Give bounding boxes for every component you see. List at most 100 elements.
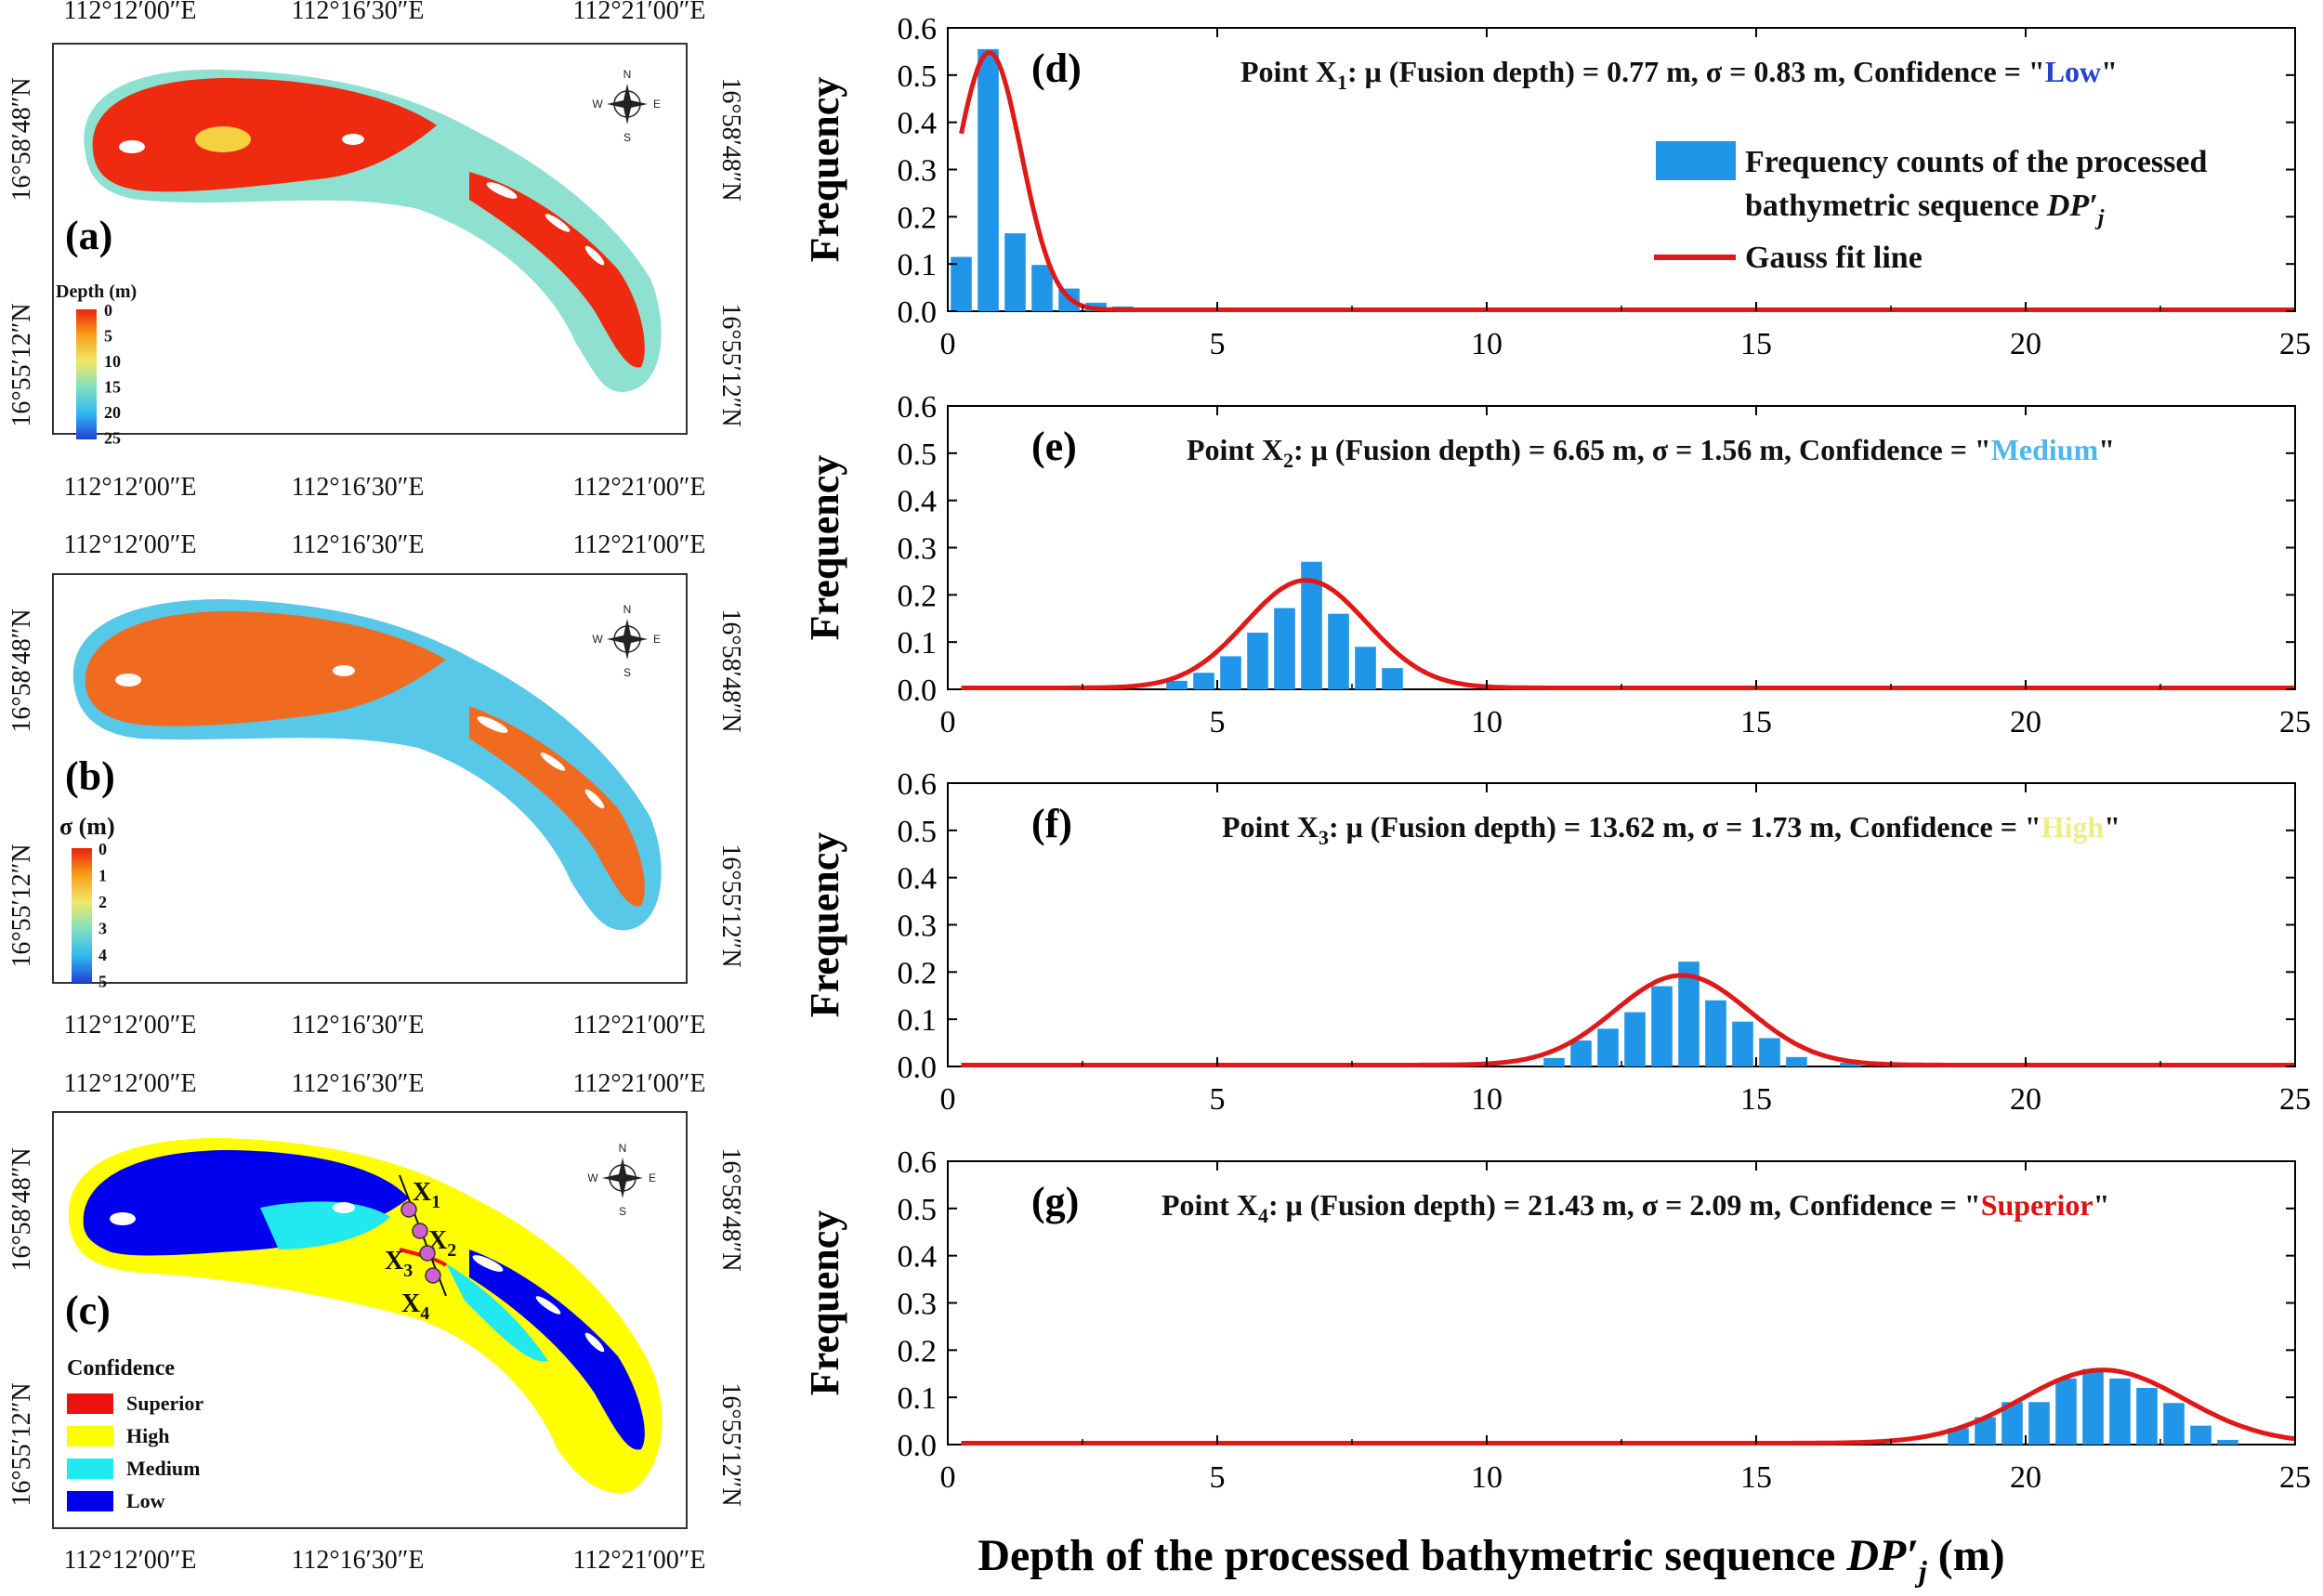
bar-4.75 [1193, 673, 1214, 689]
bar-15.25 [1759, 1038, 1780, 1066]
x-tick-label-10: 10 [1471, 327, 1503, 361]
lagoon-east-a [469, 172, 645, 368]
coord-right-2: 16°55′12″N [716, 303, 745, 426]
histogram-f: 0 5 10 15 20 25 0.0 0.1 0.2 0.3 0.4 0.5 0.6 Frequency… [802, 767, 2311, 1117]
sigma-tick-5: 5 [98, 973, 107, 991]
transect-point-4 [425, 1267, 441, 1284]
bar-1.75 [1031, 265, 1053, 311]
coord-bottom-2b: 112°16′30″E [291, 1011, 424, 1040]
bar-23.25 [2190, 1425, 2211, 1445]
histogram-d: 0 5 10 15 20 25 0.0 0.1 0.2 0.3 0.4 0.5 0.6 Frequency… [802, 12, 2311, 361]
x-axis-title: Depth of the processed bathymetric seque… [978, 1531, 2004, 1588]
coord-bottom-2: 112°16′30″E [291, 473, 424, 502]
bar-12.25 [1597, 1028, 1619, 1066]
y-tick-label-0.0: 0.0 [898, 1429, 938, 1463]
bar-22.25 [2136, 1388, 2158, 1445]
sigma-tick-2: 2 [98, 893, 107, 911]
bar-1.25 [1004, 233, 1026, 311]
gauss-fit-line [961, 1367, 2296, 1446]
bar-13.25 [1651, 986, 1673, 1066]
map-panel-b: 112°12′00″E 112°16′30″E 112°21′00″E 16°5… [7, 530, 745, 1040]
histogram-g: 0 5 10 15 20 25 0.0 0.1 0.2 0.3 0.4 0.5 0.6 Frequency… [802, 1145, 2311, 1495]
confidence-label-superior: Superior [126, 1392, 203, 1415]
y-axis-title: Frequency [802, 1210, 847, 1396]
coord-top-2b: 112°16′30″E [291, 530, 424, 559]
compass-rose-a: N S W E [592, 68, 661, 144]
sigma-tick-4: 4 [98, 946, 107, 964]
point-annotation: Point X2: μ (Fusion depth) = 6.65 m, σ =… [1187, 433, 2115, 472]
y-tick-label-0.2: 0.2 [898, 579, 938, 613]
x-tick-label-25: 25 [2279, 327, 2311, 361]
y-tick-label-0.5: 0.5 [898, 438, 938, 472]
coord-left-2: 16°55′12″N [7, 303, 36, 426]
island-b-5 [584, 789, 605, 809]
island-a-1 [119, 140, 145, 153]
coord-top-1b: 112°12′00″E [63, 530, 196, 559]
confidence-swatch-low [67, 1491, 113, 1511]
compass-e-c: E [649, 1171, 656, 1184]
bar-14.75 [1732, 1021, 1753, 1066]
point-annotation: Point X1: μ (Fusion depth) = 0.77 m, σ =… [1240, 55, 2118, 94]
y-tick-label-0.0: 0.0 [898, 295, 938, 330]
coord-bottom-1c: 112°12′00″E [63, 1546, 196, 1575]
coord-left-2b: 16°55′12″N [7, 844, 36, 967]
depth-tick-5: 5 [104, 327, 112, 346]
bar-19.25 [1975, 1417, 1996, 1445]
x-tick-label-20: 20 [2010, 1082, 2041, 1117]
compass-s-b: S [623, 666, 631, 679]
compass-e: E [653, 98, 661, 111]
island-b-3 [477, 716, 508, 733]
y-tick-label-0.6: 0.6 [898, 390, 938, 425]
point-annotation: Point X4: μ (Fusion depth) = 21.43 m, σ … [1162, 1188, 2109, 1227]
coord-top-3b: 112°21′00″E [572, 530, 705, 559]
island-c-5 [584, 1332, 605, 1353]
transect-label-3: X3 [385, 1247, 413, 1281]
island-c-2 [333, 1202, 355, 1213]
island-b-1 [115, 674, 141, 687]
x-tick-label-0: 0 [940, 1082, 956, 1117]
compass-rose-c: N S W E [587, 1142, 656, 1218]
y-tick-label-0.1: 0.1 [898, 1003, 938, 1038]
x-tick-label-5: 5 [1210, 327, 1226, 361]
x-tick-label-10: 10 [1471, 1460, 1503, 1495]
island-a-3 [486, 182, 518, 199]
x-tick-label-20: 20 [2010, 705, 2041, 739]
compass-w-b: W [592, 633, 603, 646]
y-tick-label-0.0: 0.0 [898, 1051, 938, 1085]
island-b-2 [333, 665, 355, 676]
bar-22.75 [2163, 1403, 2185, 1445]
point-annotation: Point X3: μ (Fusion depth) = 13.62 m, σ … [1222, 810, 2120, 849]
bar-0.75 [978, 48, 999, 311]
bar-21.25 [2082, 1368, 2104, 1445]
depth-tick-25: 25 [104, 429, 121, 448]
depth-legend-title: Depth (m) [56, 281, 137, 302]
y-tick-label-0.5: 0.5 [898, 815, 938, 849]
bar-6.25 [1274, 608, 1295, 689]
coord-right-1b: 16°58′48″N [716, 608, 745, 732]
confidence-label-high: High [126, 1424, 169, 1447]
gauss-fit-line [959, 50, 2295, 312]
y-tick-label-0.1: 0.1 [898, 1381, 938, 1416]
coord-top-2c: 112°16′30″E [291, 1069, 424, 1098]
map-panel-a: 112°12′00″E 112°16′30″E 112°21′00″E 16°5… [7, 0, 745, 502]
bar-20.25 [2028, 1402, 2050, 1445]
confidence-swatch-superior [67, 1393, 113, 1414]
bar-5.75 [1247, 633, 1268, 689]
confidence-medium-area-2 [446, 1263, 548, 1362]
panel-letter-a: (a) [65, 213, 112, 258]
compass-n-c: N [619, 1142, 627, 1155]
depth-tick-15: 15 [104, 378, 121, 397]
bar-4.25 [1166, 680, 1188, 689]
y-tick-label-0.1: 0.1 [898, 626, 938, 661]
y-tick-label-0.3: 0.3 [898, 532, 938, 567]
x-tick-label-0: 0 [940, 327, 956, 361]
compass-s: S [623, 131, 631, 144]
compass-n-b: N [623, 603, 632, 616]
bar-23.75 [2217, 1439, 2238, 1445]
x-tick-label-10: 10 [1471, 1082, 1503, 1117]
coord-bottom-3c: 112°21′00″E [572, 1546, 705, 1575]
y-axis-title: Frequency [802, 832, 847, 1018]
y-tick-label-0.4: 0.4 [898, 485, 938, 519]
transect-point-1 [400, 1201, 417, 1218]
bar-11.75 [1570, 1040, 1592, 1066]
